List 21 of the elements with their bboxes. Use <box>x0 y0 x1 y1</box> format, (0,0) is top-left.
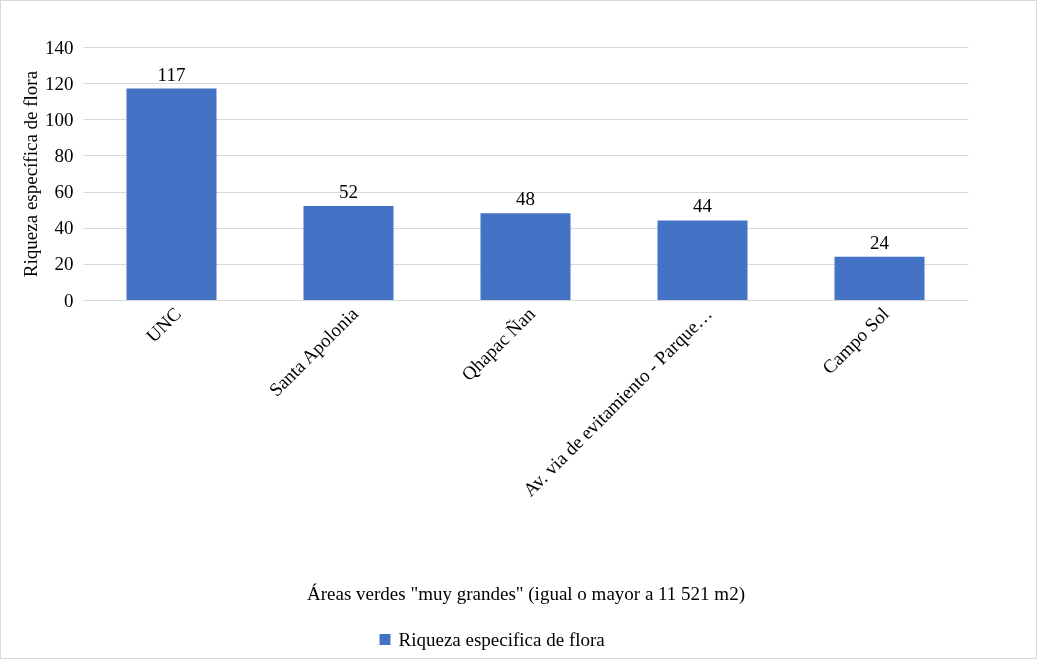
data-label: 24 <box>870 231 890 253</box>
bar <box>126 88 217 300</box>
y-tick-label: 60 <box>54 181 74 203</box>
y-tick-label: 40 <box>54 217 74 239</box>
bar <box>834 256 925 300</box>
data-label: 52 <box>339 181 358 203</box>
y-tick-label: 100 <box>45 108 74 130</box>
bar <box>480 213 571 300</box>
x-axis-title: Áreas verdes "muy grandes" (igual o mayor a 11 521 m2) <box>307 583 745 606</box>
legend-label: Riqueza especifica de flora <box>398 628 606 650</box>
y-tick-label: 80 <box>54 144 74 166</box>
bar <box>657 220 748 300</box>
y-tick-label: 20 <box>54 253 74 275</box>
y-tick-label: 120 <box>45 72 74 94</box>
data-label: 48 <box>516 188 535 210</box>
bar <box>303 206 394 300</box>
y-axis-title: Riqueza específica de flora <box>20 70 41 278</box>
data-label: 44 <box>693 195 713 217</box>
y-tick-label: 140 <box>45 36 74 58</box>
y-tick-label: 0 <box>64 289 74 311</box>
data-label: 117 <box>157 63 186 85</box>
